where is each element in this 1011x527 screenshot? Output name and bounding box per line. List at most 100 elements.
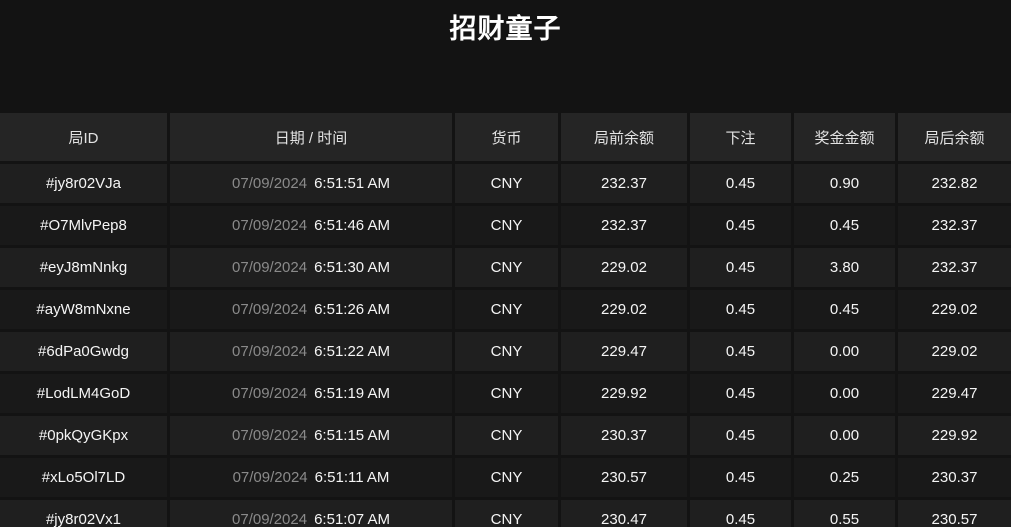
date-text: 07/09/2024 [232, 511, 308, 527]
round-id-cell: #LodLM4GoD [0, 374, 167, 413]
date-text: 07/09/2024 [232, 217, 308, 234]
balance-after-cell: 230.57 [898, 500, 1011, 527]
datetime-cell: 07/09/2024 6:51:19 AM [170, 374, 452, 413]
datetime-cell: 07/09/2024 6:51:26 AM [170, 290, 452, 329]
bet-cell: 0.45 [690, 332, 791, 371]
prize-cell: 0.45 [794, 290, 895, 329]
balance-before-cell: 230.57 [561, 458, 687, 497]
time-text: 6:51:19 AM [314, 385, 390, 402]
balance-before-cell: 232.37 [561, 206, 687, 245]
balance-before-cell: 232.37 [561, 164, 687, 203]
column-header-balance-before: 局前余额 [561, 113, 687, 161]
currency-cell: CNY [455, 248, 558, 287]
date-text: 07/09/2024 [232, 469, 308, 486]
table-row: #LodLM4GoD 07/09/2024 6:51:19 AM CNY 229.92 0… [0, 374, 1011, 413]
table-row: #O7MlvPep8 07/09/2024 6:51:46 AM CNY 232.37 0… [0, 206, 1011, 245]
table-row: #jy8r02VJa 07/09/2024 6:51:51 AM CNY 232.37 0… [0, 164, 1011, 203]
prize-cell: 0.45 [794, 206, 895, 245]
prize-cell: 0.25 [794, 458, 895, 497]
time-text: 6:51:51 AM [314, 175, 390, 192]
game-history-table: 局ID 日期 / 时间 货币 局前余额 下注 奖金金额 局后余额 #jy8r02… [0, 113, 1011, 527]
title-bar: 招财童子 [0, 0, 1011, 113]
bet-cell: 0.45 [690, 164, 791, 203]
bet-cell: 0.45 [690, 500, 791, 527]
currency-cell: CNY [455, 374, 558, 413]
currency-cell: CNY [455, 290, 558, 329]
bet-cell: 0.45 [690, 206, 791, 245]
currency-cell: CNY [455, 206, 558, 245]
round-id-cell: #6dPa0Gwdg [0, 332, 167, 371]
page-title: 招财童子 [449, 14, 562, 44]
datetime-cell: 07/09/2024 6:51:15 AM [170, 416, 452, 455]
prize-cell: 0.00 [794, 416, 895, 455]
table-row: #6dPa0Gwdg 07/09/2024 6:51:22 AM CNY 229.47 0… [0, 332, 1011, 371]
table-row: #xLo5Ol7LD 07/09/2024 6:51:11 AM CNY 230.57 0… [0, 458, 1011, 497]
balance-after-cell: 230.37 [898, 458, 1011, 497]
column-header-round-id: 局ID [0, 113, 167, 161]
time-text: 6:51:11 AM [314, 469, 390, 486]
currency-cell: CNY [455, 164, 558, 203]
table-row: #ayW8mNxne 07/09/2024 6:51:26 AM CNY 229.02 0… [0, 290, 1011, 329]
round-id-cell: #jy8r02Vx1 [0, 500, 167, 527]
round-id-cell: #0pkQyGKpx [0, 416, 167, 455]
column-header-currency: 货币 [455, 113, 558, 161]
currency-cell: CNY [455, 416, 558, 455]
time-text: 6:51:22 AM [314, 343, 390, 360]
table-row: #0pkQyGKpx 07/09/2024 6:51:15 AM CNY 230.37 0… [0, 416, 1011, 455]
balance-before-cell: 229.02 [561, 290, 687, 329]
date-text: 07/09/2024 [232, 343, 308, 360]
round-id-cell: #xLo5Ol7LD [0, 458, 167, 497]
date-text: 07/09/2024 [232, 259, 308, 276]
prize-cell: 0.00 [794, 332, 895, 371]
datetime-cell: 07/09/2024 6:51:11 AM [170, 458, 452, 497]
datetime-cell: 07/09/2024 6:51:30 AM [170, 248, 452, 287]
prize-cell: 3.80 [794, 248, 895, 287]
balance-after-cell: 232.37 [898, 248, 1011, 287]
balance-after-cell: 229.02 [898, 332, 1011, 371]
column-header-balance-after: 局后余额 [898, 113, 1011, 161]
prize-cell: 0.55 [794, 500, 895, 527]
prize-cell: 0.90 [794, 164, 895, 203]
column-header-prize: 奖金金额 [794, 113, 895, 161]
table-row: #jy8r02Vx1 07/09/2024 6:51:07 AM CNY 230.47 0… [0, 500, 1011, 527]
bet-cell: 0.45 [690, 374, 791, 413]
time-text: 6:51:07 AM [314, 511, 390, 527]
bet-cell: 0.45 [690, 458, 791, 497]
time-text: 6:51:46 AM [314, 217, 390, 234]
round-id-cell: #eyJ8mNnkg [0, 248, 167, 287]
round-id-cell: #O7MlvPep8 [0, 206, 167, 245]
currency-cell: CNY [455, 458, 558, 497]
prize-cell: 0.00 [794, 374, 895, 413]
balance-after-cell: 232.37 [898, 206, 1011, 245]
date-text: 07/09/2024 [232, 385, 308, 402]
time-text: 6:51:15 AM [314, 427, 390, 444]
bet-cell: 0.45 [690, 248, 791, 287]
time-text: 6:51:30 AM [314, 259, 390, 276]
table-row: #eyJ8mNnkg 07/09/2024 6:51:30 AM CNY 229.02 0… [0, 248, 1011, 287]
round-id-cell: #jy8r02VJa [0, 164, 167, 203]
round-id-cell: #ayW8mNxne [0, 290, 167, 329]
datetime-cell: 07/09/2024 6:51:22 AM [170, 332, 452, 371]
column-header-bet: 下注 [690, 113, 791, 161]
currency-cell: CNY [455, 332, 558, 371]
balance-before-cell: 229.02 [561, 248, 687, 287]
table-header-row: 局ID 日期 / 时间 货币 局前余额 下注 奖金金额 局后余额 [0, 113, 1011, 161]
balance-after-cell: 229.92 [898, 416, 1011, 455]
datetime-cell: 07/09/2024 6:51:46 AM [170, 206, 452, 245]
datetime-cell: 07/09/2024 6:51:07 AM [170, 500, 452, 527]
balance-after-cell: 229.02 [898, 290, 1011, 329]
balance-before-cell: 230.47 [561, 500, 687, 527]
datetime-cell: 07/09/2024 6:51:51 AM [170, 164, 452, 203]
balance-after-cell: 229.47 [898, 374, 1011, 413]
balance-before-cell: 229.92 [561, 374, 687, 413]
bet-cell: 0.45 [690, 416, 791, 455]
time-text: 6:51:26 AM [314, 301, 390, 318]
column-header-datetime: 日期 / 时间 [170, 113, 452, 161]
date-text: 07/09/2024 [232, 301, 308, 318]
currency-cell: CNY [455, 500, 558, 527]
balance-after-cell: 232.82 [898, 164, 1011, 203]
balance-before-cell: 229.47 [561, 332, 687, 371]
balance-before-cell: 230.37 [561, 416, 687, 455]
date-text: 07/09/2024 [232, 427, 308, 444]
